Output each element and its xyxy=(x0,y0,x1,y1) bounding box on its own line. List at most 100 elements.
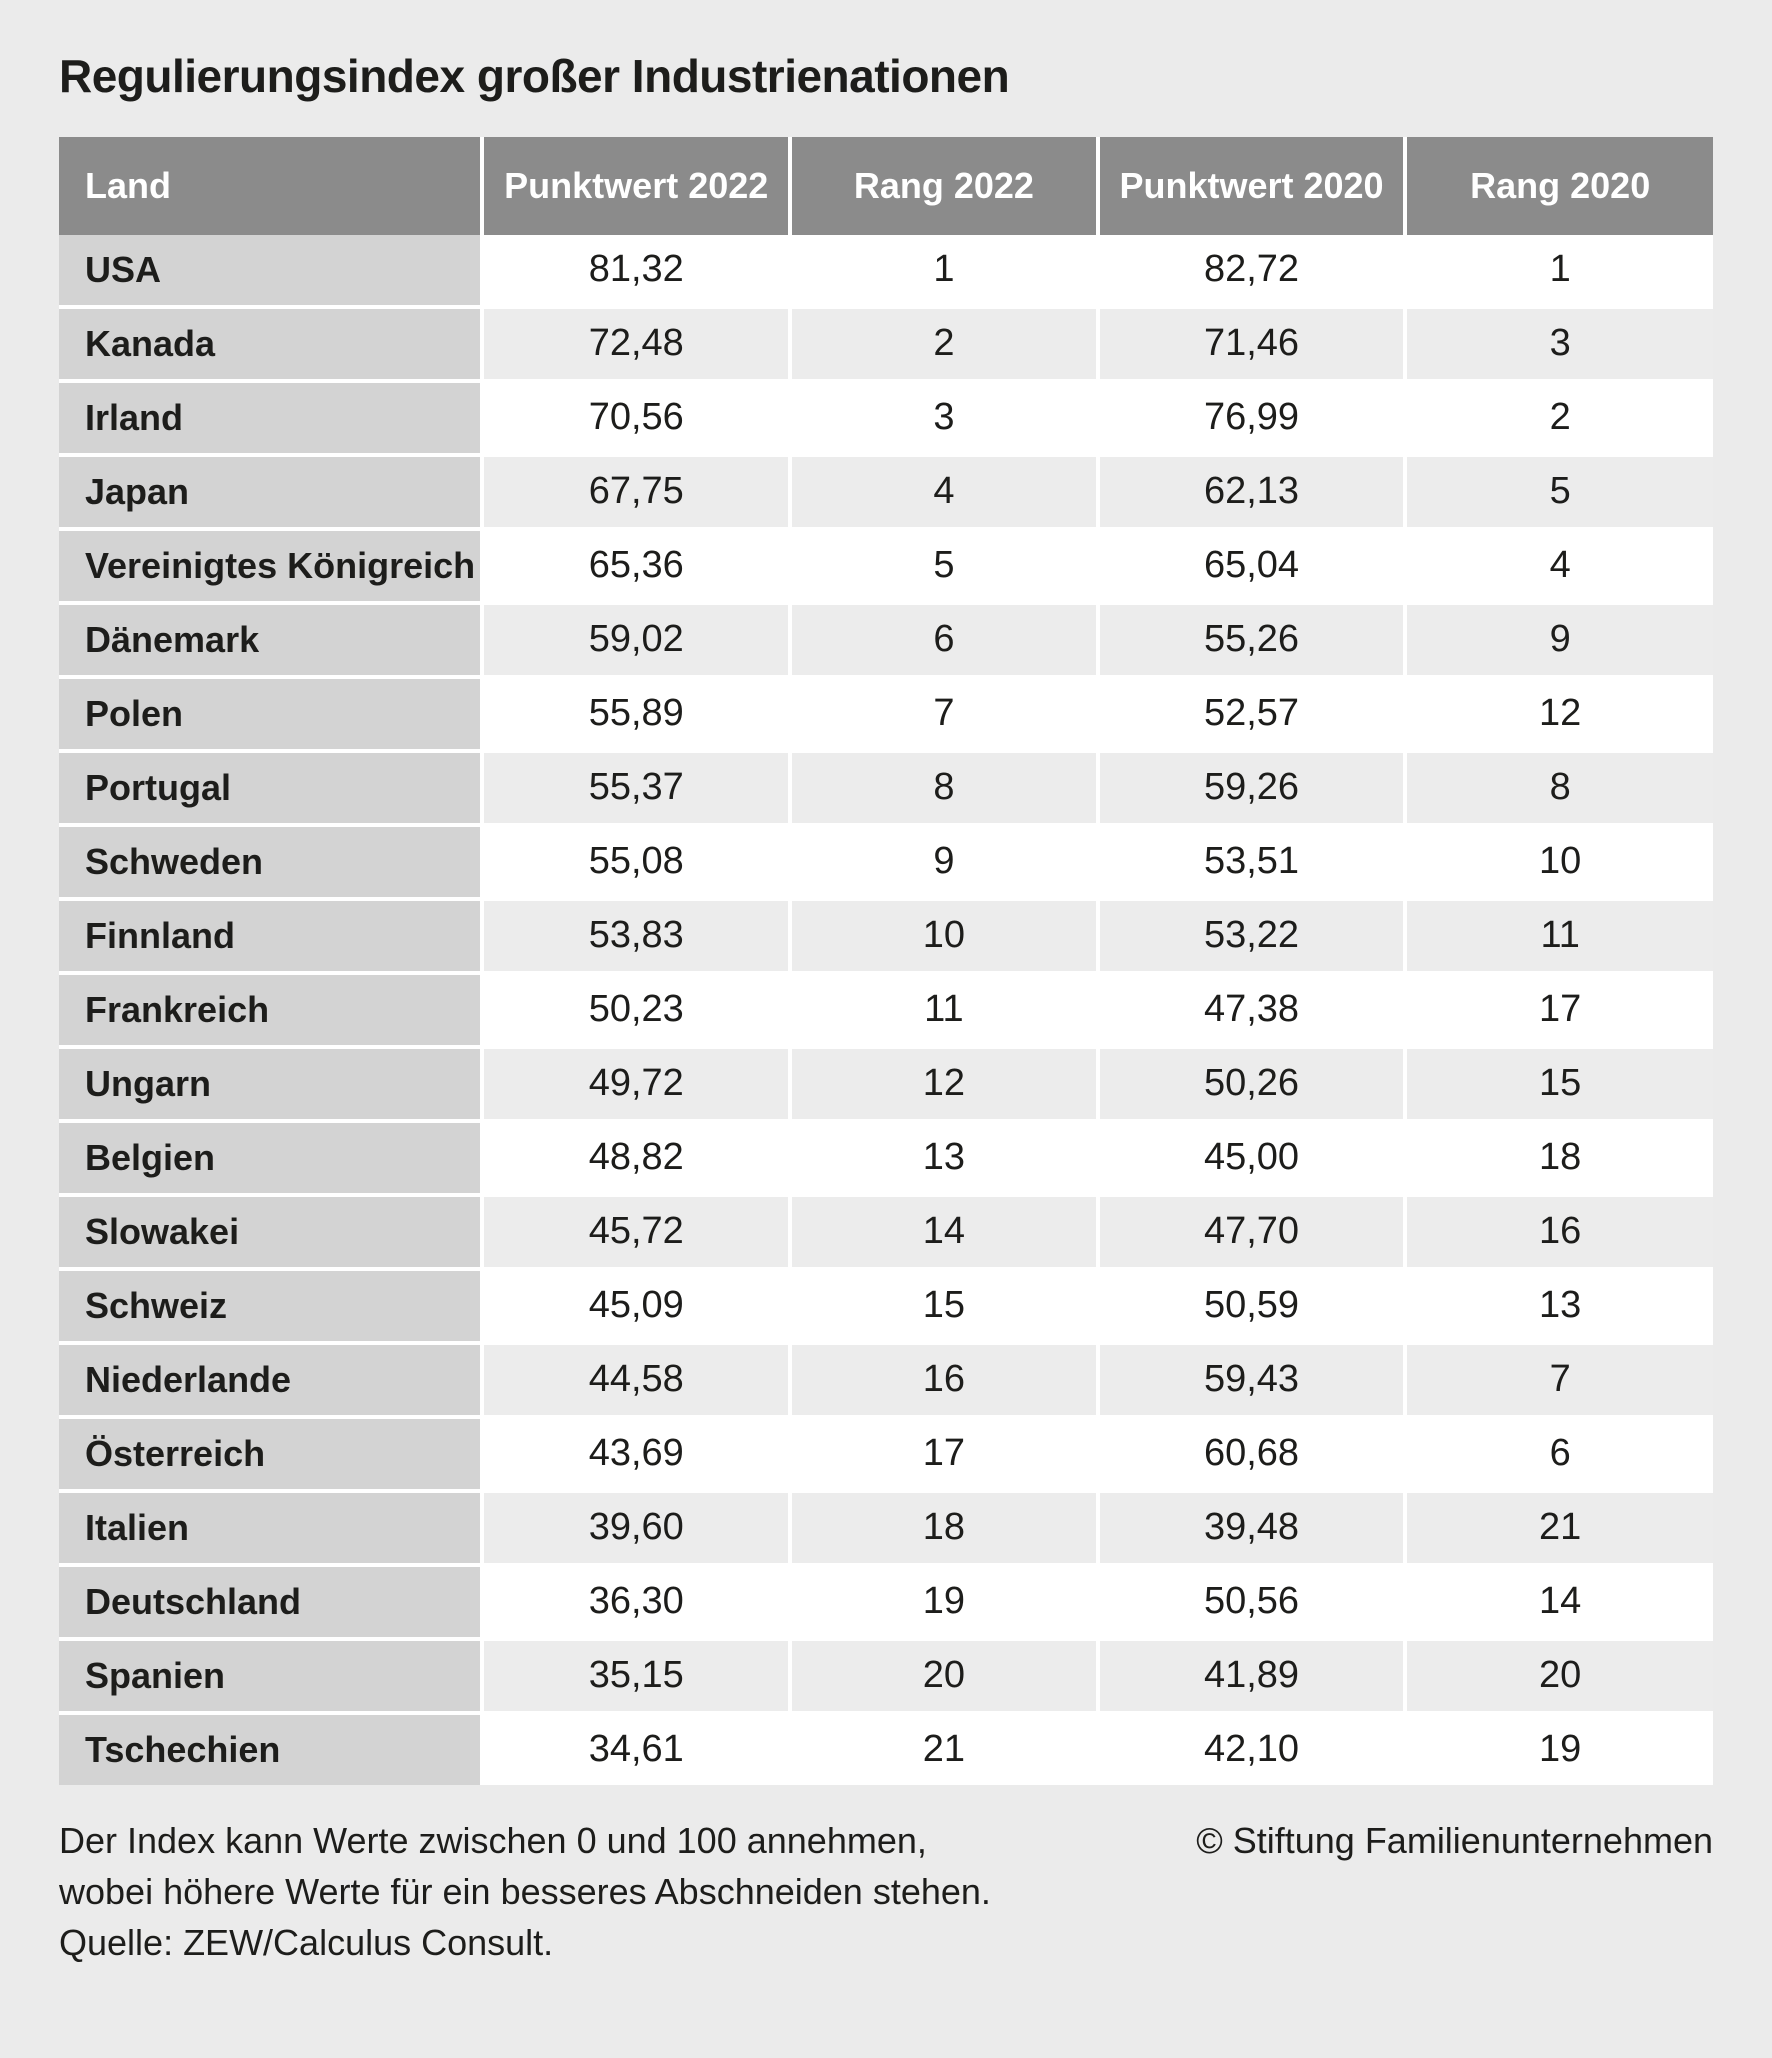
punktwert-2022-cell: 70,56 xyxy=(480,378,791,455)
rang-2022-cell: 15 xyxy=(788,1266,1098,1343)
rang-2020-cell: 15 xyxy=(1403,1044,1713,1121)
punktwert-2020-cell: 59,26 xyxy=(1095,748,1406,825)
punktwert-2022-cell: 55,08 xyxy=(480,822,791,899)
footer-note-line: wobei höhere Werte für ein besseres Absc… xyxy=(59,1871,991,1912)
land-cell: Slowakei xyxy=(59,1192,483,1269)
rang-2022-cell: 8 xyxy=(788,748,1098,825)
rang-2020-cell: 5 xyxy=(1403,452,1713,529)
punktwert-2020-cell: 52,57 xyxy=(1095,674,1406,751)
table-row: Ungarn 49,72 12 50,26 15 xyxy=(59,1044,1713,1121)
table-row: Polen 55,89 7 52,57 12 xyxy=(59,674,1713,751)
regulation-index-table: Land Punktwert 2022 Rang 2022 Punktwert … xyxy=(59,136,1713,1785)
table-row: Slowakei 45,72 14 47,70 16 xyxy=(59,1192,1713,1269)
rang-2022-cell: 4 xyxy=(788,452,1098,529)
punktwert-2022-cell: 44,58 xyxy=(480,1340,791,1417)
punktwert-2022-cell: 53,83 xyxy=(480,896,791,973)
rang-2022-cell: 5 xyxy=(788,526,1098,603)
punktwert-2022-cell: 49,72 xyxy=(480,1044,791,1121)
rang-2020-cell: 13 xyxy=(1403,1266,1713,1343)
land-cell: Tschechien xyxy=(59,1710,483,1785)
land-cell: Dänemark xyxy=(59,600,483,677)
footer-note-line: Der Index kann Werte zwischen 0 und 100 … xyxy=(59,1819,927,1861)
punktwert-2020-cell: 82,72 xyxy=(1095,234,1406,307)
table-row: Portugal 55,37 8 59,26 8 xyxy=(59,748,1713,825)
rang-2022-cell: 21 xyxy=(788,1710,1098,1785)
punktwert-2020-cell: 42,10 xyxy=(1095,1710,1406,1785)
land-cell: Finnland xyxy=(59,896,483,973)
rang-2022-cell: 10 xyxy=(788,896,1098,973)
table-row: Niederlande 44,58 16 59,43 7 xyxy=(59,1340,1713,1417)
punktwert-2022-cell: 45,72 xyxy=(480,1192,791,1269)
punktwert-2022-cell: 48,82 xyxy=(480,1118,791,1195)
column-header-punktwert-2022: Punktwert 2022 xyxy=(480,136,791,235)
rang-2020-cell: 12 xyxy=(1403,674,1713,751)
land-cell: Italien xyxy=(59,1488,483,1565)
land-cell: Schweiz xyxy=(59,1266,483,1343)
footer: Der Index kann Werte zwischen 0 und 100 … xyxy=(59,1815,1713,1968)
punktwert-2022-cell: 34,61 xyxy=(480,1710,791,1785)
land-cell: USA xyxy=(59,234,483,307)
rang-2022-cell: 9 xyxy=(788,822,1098,899)
land-cell: Japan xyxy=(59,452,483,529)
rang-2022-cell: 16 xyxy=(788,1340,1098,1417)
punktwert-2022-cell: 55,37 xyxy=(480,748,791,825)
column-header-land: Land xyxy=(59,136,483,235)
punktwert-2020-cell: 65,04 xyxy=(1095,526,1406,603)
table-row: Dänemark 59,02 6 55,26 9 xyxy=(59,600,1713,677)
rang-2022-cell: 12 xyxy=(788,1044,1098,1121)
table-row: Italien 39,60 18 39,48 21 xyxy=(59,1488,1713,1565)
rang-2020-cell: 7 xyxy=(1403,1340,1713,1417)
land-cell: Portugal xyxy=(59,748,483,825)
rang-2022-cell: 14 xyxy=(788,1192,1098,1269)
table-row: Vereinigtes Königreich 65,36 5 65,04 4 xyxy=(59,526,1713,603)
punktwert-2020-cell: 41,89 xyxy=(1095,1636,1406,1713)
rang-2020-cell: 9 xyxy=(1403,600,1713,677)
table-row: Finnland 53,83 10 53,22 11 xyxy=(59,896,1713,973)
punktwert-2020-cell: 62,13 xyxy=(1095,452,1406,529)
punktwert-2022-cell: 72,48 xyxy=(480,304,791,381)
land-cell: Ungarn xyxy=(59,1044,483,1121)
table-row: Tschechien 34,61 21 42,10 19 xyxy=(59,1710,1713,1785)
punktwert-2022-cell: 36,30 xyxy=(480,1562,791,1639)
table-row: Japan 67,75 4 62,13 5 xyxy=(59,452,1713,529)
punktwert-2020-cell: 76,99 xyxy=(1095,378,1406,455)
table-row: Frankreich 50,23 11 47,38 17 xyxy=(59,970,1713,1047)
punktwert-2020-cell: 59,43 xyxy=(1095,1340,1406,1417)
rang-2020-cell: 6 xyxy=(1403,1414,1713,1491)
page: Regulierungsindex großer Industrienation… xyxy=(0,50,1772,1968)
table-row: Kanada 72,48 2 71,46 3 xyxy=(59,304,1713,381)
land-cell: Vereinigtes Königreich xyxy=(59,526,483,603)
rang-2020-cell: 21 xyxy=(1403,1488,1713,1565)
footer-source-line: Quelle: ZEW/Calculus Consult. xyxy=(59,1922,554,1964)
punktwert-2020-cell: 50,59 xyxy=(1095,1266,1406,1343)
punktwert-2022-cell: 50,23 xyxy=(480,970,791,1047)
rang-2020-cell: 16 xyxy=(1403,1192,1713,1269)
punktwert-2020-cell: 45,00 xyxy=(1095,1118,1406,1195)
table-row: Schweden 55,08 9 53,51 10 xyxy=(59,822,1713,899)
rang-2022-cell: 11 xyxy=(788,970,1098,1047)
rang-2022-cell: 7 xyxy=(788,674,1098,751)
punktwert-2020-cell: 39,48 xyxy=(1095,1488,1406,1565)
punktwert-2020-cell: 50,26 xyxy=(1095,1044,1406,1121)
punktwert-2022-cell: 59,02 xyxy=(480,600,791,677)
table-row: Belgien 48,82 13 45,00 18 xyxy=(59,1118,1713,1195)
table-row: Schweiz 45,09 15 50,59 13 xyxy=(59,1266,1713,1343)
column-header-rang-2022: Rang 2022 xyxy=(788,136,1098,235)
punktwert-2020-cell: 50,56 xyxy=(1095,1562,1406,1639)
land-cell: Schweden xyxy=(59,822,483,899)
punktwert-2022-cell: 43,69 xyxy=(480,1414,791,1491)
rang-2022-cell: 17 xyxy=(788,1414,1098,1491)
land-cell: Irland xyxy=(59,378,483,455)
table-row: USA 81,32 1 82,72 1 xyxy=(59,234,1713,307)
table-row: Deutschland 36,30 19 50,56 14 xyxy=(59,1562,1713,1639)
punktwert-2020-cell: 53,22 xyxy=(1095,896,1406,973)
rang-2020-cell: 10 xyxy=(1403,822,1713,899)
table-row: Spanien 35,15 20 41,89 20 xyxy=(59,1636,1713,1713)
rang-2020-cell: 3 xyxy=(1403,304,1713,381)
punktwert-2020-cell: 71,46 xyxy=(1095,304,1406,381)
column-header-rang-2020: Rang 2020 xyxy=(1403,136,1713,235)
punktwert-2022-cell: 39,60 xyxy=(480,1488,791,1565)
rang-2020-cell: 2 xyxy=(1403,378,1713,455)
rang-2020-cell: 19 xyxy=(1403,1710,1713,1785)
punktwert-2020-cell: 60,68 xyxy=(1095,1414,1406,1491)
